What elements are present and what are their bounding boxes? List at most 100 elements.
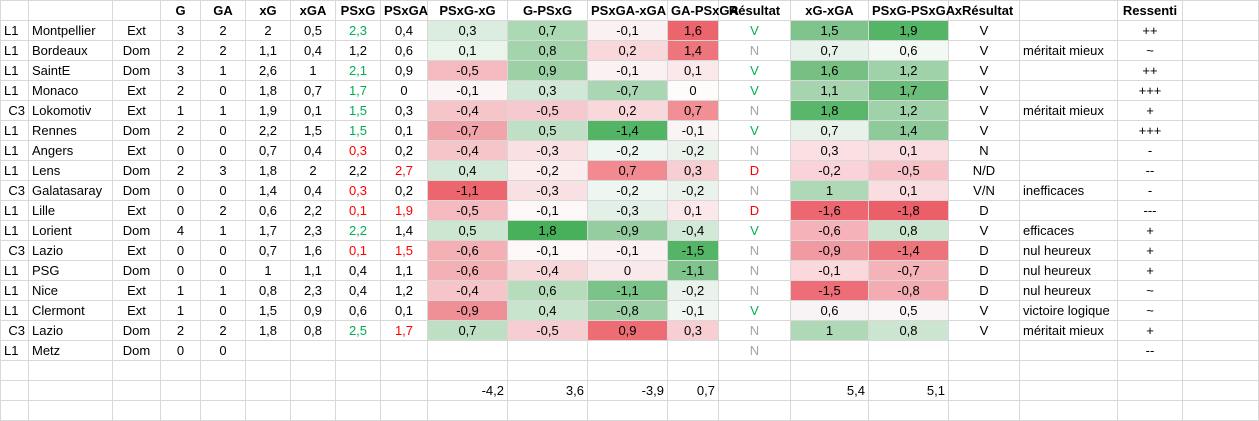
cell-xg-xga[interactable]: -1,5 (790, 280, 869, 301)
cell-resultat[interactable]: V (718, 60, 791, 81)
cell-g-psxg[interactable]: 0,8 (507, 40, 588, 61)
cell-venue[interactable]: Dom (112, 340, 161, 361)
cell-venue[interactable]: Dom (112, 320, 161, 341)
total-ga-psxga[interactable]: 0,7 (667, 380, 719, 401)
cell-resultat[interactable]: N (718, 180, 791, 201)
cell-psxg-xg[interactable]: -0,4 (427, 140, 508, 161)
cell-league[interactable]: L1 (0, 60, 29, 81)
cell-team[interactable]: Nice (28, 280, 113, 301)
cell-xg[interactable] (245, 340, 291, 361)
cell-g[interactable]: 0 (160, 240, 201, 261)
cell-ressenti[interactable]: -- (1117, 340, 1183, 361)
cell-resultat[interactable]: V (718, 300, 791, 321)
cell-psxg-psxga[interactable]: -0,8 (868, 280, 949, 301)
cell-g-psxg[interactable]: 0,9 (507, 60, 588, 81)
total-psxga[interactable] (380, 380, 428, 401)
cell-psxg-psxga[interactable]: 1,7 (868, 80, 949, 101)
total-resultat[interactable] (718, 380, 791, 401)
cell-xga[interactable]: 2,3 (290, 220, 336, 241)
cell-empty[interactable] (1019, 400, 1118, 421)
cell-psxg-psxga[interactable]: -0,7 (868, 260, 949, 281)
cell-xg[interactable]: 0,7 (245, 140, 291, 161)
total-xg[interactable] (245, 380, 291, 401)
cell-resultat[interactable]: N (718, 100, 791, 121)
cell-ga[interactable]: 1 (200, 100, 246, 121)
cell-g-psxg[interactable]: 1,8 (507, 220, 588, 241)
cell-psxg-psxga[interactable]: -1,8 (868, 200, 949, 221)
cell-psxg-xg[interactable]: -0,5 (427, 200, 508, 221)
header-note[interactable] (1019, 0, 1118, 21)
cell-psxga-xga[interactable]: -0,7 (587, 80, 668, 101)
cell-note[interactable]: méritait mieux (1019, 320, 1118, 341)
cell-xresultat[interactable]: V (948, 120, 1020, 141)
cell-psxg-psxga[interactable]: -0,5 (868, 160, 949, 181)
cell-psxg-xg[interactable]: 0,1 (427, 40, 508, 61)
cell-xresultat[interactable]: N (948, 140, 1020, 161)
cell-blank[interactable] (1182, 200, 1259, 221)
cell-xresultat[interactable]: V (948, 40, 1020, 61)
cell-xresultat[interactable]: V (948, 100, 1020, 121)
cell-xg-xga[interactable]: -0,9 (790, 240, 869, 261)
header-psxga-xga[interactable]: PSxGA-xGA (587, 0, 668, 21)
cell-empty[interactable] (868, 360, 949, 381)
cell-league[interactable]: C3 (0, 240, 29, 261)
cell-g-psxg[interactable]: -0,3 (507, 180, 588, 201)
cell-xga[interactable]: 0,9 (290, 300, 336, 321)
cell-g-psxg[interactable]: -0,4 (507, 260, 588, 281)
cell-note[interactable]: nul heureux (1019, 280, 1118, 301)
cell-xg[interactable]: 2,2 (245, 120, 291, 141)
cell-ga-psxga[interactable]: 0,3 (667, 160, 719, 181)
cell-note[interactable]: nul heureux (1019, 260, 1118, 281)
cell-ga[interactable]: 1 (200, 280, 246, 301)
cell-psxg-xg[interactable]: 0,3 (427, 20, 508, 41)
cell-xg-xga[interactable]: 0,7 (790, 40, 869, 61)
cell-ga-psxga[interactable]: -0,2 (667, 140, 719, 161)
cell-ga-psxga[interactable]: 0,3 (667, 320, 719, 341)
cell-empty[interactable] (1117, 400, 1183, 421)
cell-venue[interactable]: Dom (112, 180, 161, 201)
cell-psxga[interactable]: 1,2 (380, 280, 428, 301)
cell-venue[interactable]: Ext (112, 140, 161, 161)
cell-xg-xga[interactable]: 1 (790, 320, 869, 341)
cell-ga-psxga[interactable]: -0,1 (667, 300, 719, 321)
header-venue[interactable] (112, 0, 161, 21)
cell-empty[interactable] (667, 360, 719, 381)
cell-empty[interactable] (1182, 400, 1259, 421)
cell-psxga[interactable]: 0 (380, 80, 428, 101)
cell-psxga-xga[interactable]: -1,4 (587, 120, 668, 141)
cell-xresultat[interactable]: D (948, 280, 1020, 301)
cell-xga[interactable]: 0,8 (290, 320, 336, 341)
cell-empty[interactable] (0, 360, 29, 381)
cell-psxga-xga[interactable]: 0 (587, 260, 668, 281)
cell-psxga-xga[interactable]: -0,2 (587, 180, 668, 201)
cell-league[interactable]: L1 (0, 20, 29, 41)
cell-psxg-xg[interactable]: -0,4 (427, 280, 508, 301)
cell-g-psxg[interactable] (507, 340, 588, 361)
cell-empty[interactable] (718, 360, 791, 381)
cell-ressenti[interactable]: + (1117, 320, 1183, 341)
cell-ga-psxga[interactable]: 0,1 (667, 200, 719, 221)
cell-psxga[interactable]: 0,3 (380, 100, 428, 121)
cell-resultat[interactable]: N (718, 280, 791, 301)
cell-empty[interactable] (790, 400, 869, 421)
cell-g-psxg[interactable]: 0,6 (507, 280, 588, 301)
cell-psxg-psxga[interactable]: 0,1 (868, 180, 949, 201)
cell-league[interactable]: L1 (0, 340, 29, 361)
cell-xga[interactable]: 2,2 (290, 200, 336, 221)
cell-ga-psxga[interactable]: -0,1 (667, 120, 719, 141)
cell-league[interactable]: C3 (0, 320, 29, 341)
cell-resultat[interactable]: V (718, 220, 791, 241)
cell-ga[interactable]: 1 (200, 220, 246, 241)
cell-psxga[interactable] (380, 340, 428, 361)
cell-xg-xga[interactable]: 1,1 (790, 80, 869, 101)
cell-g[interactable]: 2 (160, 320, 201, 341)
cell-ressenti[interactable]: - (1117, 180, 1183, 201)
cell-psxg[interactable]: 1,5 (335, 100, 381, 121)
cell-xg[interactable]: 0,8 (245, 280, 291, 301)
cell-psxga-xga[interactable]: -0,3 (587, 200, 668, 221)
cell-league[interactable]: L1 (0, 280, 29, 301)
total-psxg-psxga[interactable]: 5,1 (868, 380, 949, 401)
cell-xresultat[interactable]: N/D (948, 160, 1020, 181)
cell-psxg[interactable]: 0,1 (335, 240, 381, 261)
cell-psxg-xg[interactable]: 0,5 (427, 220, 508, 241)
